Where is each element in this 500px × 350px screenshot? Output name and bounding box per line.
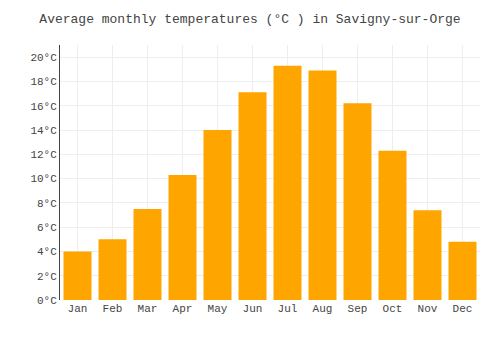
svg-text:Apr: Apr bbox=[173, 303, 193, 315]
svg-text:Nov: Nov bbox=[418, 303, 438, 315]
svg-text:Oct: Oct bbox=[383, 303, 403, 315]
svg-text:Feb: Feb bbox=[103, 303, 123, 315]
svg-text:8°C: 8°C bbox=[37, 198, 57, 210]
svg-text:May: May bbox=[208, 303, 228, 315]
svg-text:Average monthly temperatures (: Average monthly temperatures (°C ) in Sa… bbox=[39, 12, 460, 27]
svg-text:0°C: 0°C bbox=[37, 295, 57, 307]
svg-text:Jun: Jun bbox=[243, 303, 263, 315]
svg-text:6°C: 6°C bbox=[37, 222, 57, 234]
svg-text:Sep: Sep bbox=[348, 303, 368, 315]
svg-text:10°C: 10°C bbox=[30, 173, 57, 185]
svg-text:Aug: Aug bbox=[313, 303, 333, 315]
svg-text:Jan: Jan bbox=[68, 303, 88, 315]
svg-text:Mar: Mar bbox=[138, 303, 158, 315]
svg-text:Jul: Jul bbox=[278, 303, 298, 315]
svg-text:14°C: 14°C bbox=[30, 125, 57, 137]
svg-text:Dec: Dec bbox=[453, 303, 473, 315]
svg-text:20°C: 20°C bbox=[30, 52, 57, 64]
svg-text:16°C: 16°C bbox=[30, 101, 57, 113]
svg-text:18°C: 18°C bbox=[30, 76, 57, 88]
svg-text:2°C: 2°C bbox=[37, 271, 57, 283]
svg-text:12°C: 12°C bbox=[30, 149, 57, 161]
svg-text:4°C: 4°C bbox=[37, 246, 57, 258]
